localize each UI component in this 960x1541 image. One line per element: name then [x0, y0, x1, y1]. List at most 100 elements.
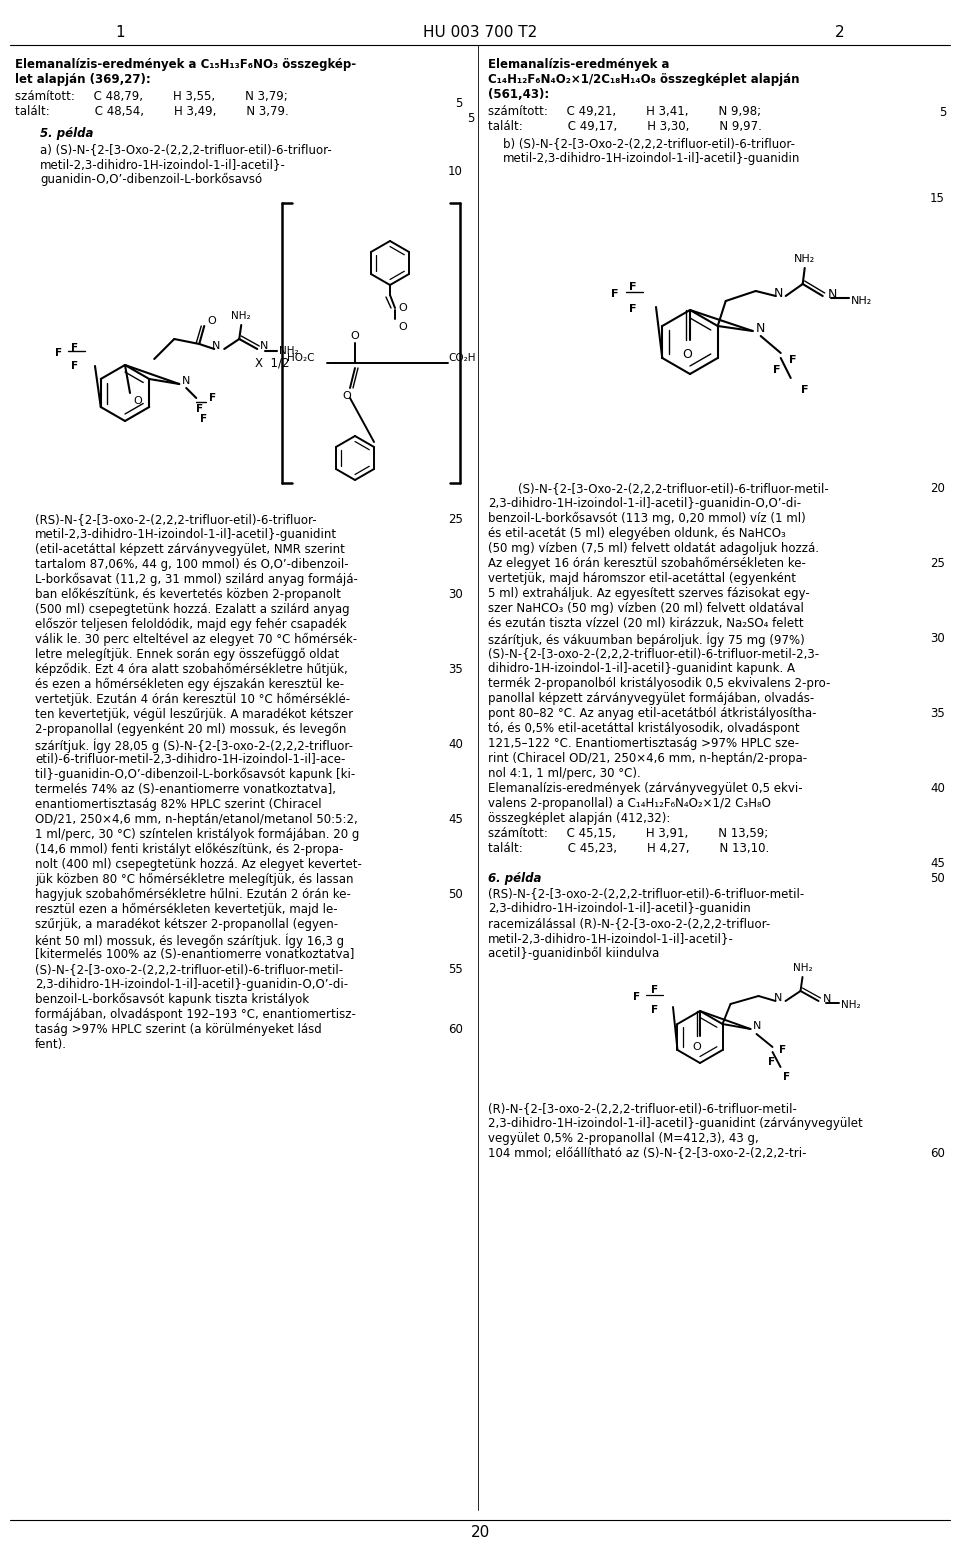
Text: 20: 20: [930, 482, 945, 495]
Text: metil-2,3-dihidro-1H-izoindol-1-il]-acetil}-guanidin: metil-2,3-dihidro-1H-izoindol-1-il]-acet…: [503, 153, 801, 165]
Text: ként 50 ml) mossuk, és levegőn szárítjuk. Így 16,3 g: ként 50 ml) mossuk, és levegőn szárítjuk…: [35, 932, 344, 948]
Text: resztül ezen a hőmérsékleten kevertetjük, majd le-: resztül ezen a hőmérsékleten kevertetjük…: [35, 903, 338, 917]
Text: F: F: [633, 992, 640, 1002]
Text: Elemanalízis-eredmények (zárványvegyület 0,5 ekvi-: Elemanalízis-eredmények (zárványvegyület…: [488, 781, 803, 795]
Text: N: N: [775, 992, 782, 1003]
Text: vegyület 0,5% 2-propanollal (M=412,3), 43 g,: vegyület 0,5% 2-propanollal (M=412,3), 4…: [488, 1133, 758, 1145]
Text: HU 003 700 T2: HU 003 700 T2: [422, 25, 538, 40]
Text: (etil-acetáttal képzett zárványvegyület, NMR szerint: (etil-acetáttal képzett zárványvegyület,…: [35, 542, 345, 556]
Text: (S)-N-{2-[3-Oxo-2-(2,2,2-trifluor-etil)-6-trifluor-metil-: (S)-N-{2-[3-Oxo-2-(2,2,2-trifluor-etil)-…: [488, 482, 828, 495]
Text: 5: 5: [939, 106, 946, 119]
Text: 60: 60: [930, 1147, 945, 1160]
Text: F: F: [652, 1005, 659, 1016]
Text: N: N: [753, 1022, 761, 1031]
Text: szárítjuk, és vákuumban bepároljuk. Így 75 mg (97%): szárítjuk, és vákuumban bepároljuk. Így …: [488, 632, 804, 647]
Text: 5. példa: 5. példa: [40, 126, 93, 140]
Text: til}-guanidin-O,O’-dibenzoil-L-borkősavsót kapunk [ki-: til}-guanidin-O,O’-dibenzoil-L-borkősavs…: [35, 767, 355, 781]
Text: számított:     C 45,15,        H 3,91,        N 13,59;: számított: C 45,15, H 3,91, N 13,59;: [488, 828, 768, 840]
Text: jük közben 80 °C hőmérsékletre melegítjük, és lassan: jük közben 80 °C hőmérsékletre melegítjü…: [35, 874, 353, 886]
Text: 40: 40: [930, 781, 945, 795]
Text: (RS)-N-{2-[3-oxo-2-(2,2,2-trifluor-etil)-6-trifluor-: (RS)-N-{2-[3-oxo-2-(2,2,2-trifluor-etil)…: [35, 513, 317, 525]
Text: 25: 25: [930, 556, 945, 570]
Text: N: N: [212, 341, 221, 351]
Text: talált:            C 45,23,        H 4,27,        N 13,10.: talált: C 45,23, H 4,27, N 13,10.: [488, 841, 769, 855]
Text: 6. példa: 6. példa: [488, 872, 541, 885]
Text: N: N: [756, 322, 765, 334]
Text: (S)-N-{2-[3-oxo-2-(2,2,2-trifluor-etil)-6-trifluor-metil-2,3-: (S)-N-{2-[3-oxo-2-(2,2,2-trifluor-etil)-…: [488, 647, 819, 660]
Text: 50: 50: [930, 872, 945, 885]
Text: O: O: [398, 322, 407, 331]
Text: F: F: [629, 282, 636, 291]
Text: Elemanalízis-eredmények a C₁₅H₁₃F₆NO₃ összegkép-: Elemanalízis-eredmények a C₁₅H₁₃F₆NO₃ ös…: [15, 59, 356, 71]
Text: NH₂: NH₂: [279, 347, 299, 356]
Text: összegképlet alapján (412,32):: összegképlet alapján (412,32):: [488, 812, 670, 824]
Text: 5: 5: [456, 97, 463, 109]
Text: benzoil-L-borkősavsót (113 mg, 0,20 mmol) víz (1 ml): benzoil-L-borkősavsót (113 mg, 0,20 mmol…: [488, 512, 805, 525]
Text: hagyjuk szobahőmérsékletre hűlni. Ezután 2 órán ke-: hagyjuk szobahőmérsékletre hűlni. Ezután…: [35, 888, 350, 901]
Text: O: O: [343, 391, 351, 401]
Text: 5: 5: [468, 112, 475, 125]
Text: termelés 74% az (S)-enantiomerre vonatkoztatva],: termelés 74% az (S)-enantiomerre vonatko…: [35, 783, 336, 797]
Text: racemizálással (R)-N-{2-[3-oxo-2-(2,2,2-trifluor-: racemizálással (R)-N-{2-[3-oxo-2-(2,2,2-…: [488, 917, 770, 931]
Text: 2,3-dihidro-1H-izoindol-1-il]-acetil}-guanidin: 2,3-dihidro-1H-izoindol-1-il]-acetil}-gu…: [488, 901, 751, 915]
Text: (R)-N-{2-[3-oxo-2-(2,2,2-trifluor-etil)-6-trifluor-metil-: (R)-N-{2-[3-oxo-2-(2,2,2-trifluor-etil)-…: [488, 1102, 797, 1116]
Text: C₁₄H₁₂F₆N₄O₂×1/2C₁₈H₁₄O₈ összegképlet alapján: C₁₄H₁₂F₆N₄O₂×1/2C₁₈H₁₄O₈ összegképlet al…: [488, 72, 800, 86]
Text: (500 ml) csepegtetünk hozzá. Ezalatt a szilárd anyag: (500 ml) csepegtetünk hozzá. Ezalatt a s…: [35, 603, 349, 616]
Text: 1 ml/perc, 30 °C) színtelen kristályok formájában. 20 g: 1 ml/perc, 30 °C) színtelen kristályok f…: [35, 828, 359, 841]
Text: CO₂H: CO₂H: [448, 353, 475, 364]
Text: F: F: [55, 348, 62, 358]
Text: b) (S)-N-{2-[3-Oxo-2-(2,2,2-trifluor-etil)-6-trifluor-: b) (S)-N-{2-[3-Oxo-2-(2,2,2-trifluor-eti…: [503, 137, 795, 149]
Text: NH₂: NH₂: [851, 296, 872, 307]
Text: 30: 30: [448, 589, 463, 601]
Text: vertetjük, majd háromszor etil-acetáttal (egyenként: vertetjük, majd háromszor etil-acetáttal…: [488, 572, 796, 586]
Text: Az elegyet 16 órán keresztül szobahőmérsékleten ke-: Az elegyet 16 órán keresztül szobahőmérs…: [488, 556, 805, 570]
Text: etil)-6-trifluor-metil-2,3-dihidro-1H-izoindol-1-il]-ace-: etil)-6-trifluor-metil-2,3-dihidro-1H-iz…: [35, 754, 346, 766]
Text: fent).: fent).: [35, 1039, 67, 1051]
Text: O: O: [398, 304, 407, 313]
Text: F: F: [779, 1045, 785, 1056]
Text: taság >97% HPLC szerint (a körülményeket lásd: taság >97% HPLC szerint (a körülményeket…: [35, 1023, 322, 1036]
Text: 25: 25: [448, 513, 463, 525]
Text: 60: 60: [448, 1023, 463, 1036]
Text: F: F: [773, 365, 780, 374]
Text: 121,5–122 °C. Enantiomertisztaság >97% HPLC sze-: 121,5–122 °C. Enantiomertisztaság >97% H…: [488, 737, 799, 750]
Text: letre melegítjük. Ennek során egy összefüggő oldat: letre melegítjük. Ennek során egy összef…: [35, 649, 339, 661]
Text: képződik. Ezt 4 óra alatt szobahőmérsékletre hűtjük,: képződik. Ezt 4 óra alatt szobahőmérsékl…: [35, 663, 348, 676]
Text: szer NaHCO₃ (50 mg) vízben (20 ml) felvett oldatával: szer NaHCO₃ (50 mg) vízben (20 ml) felve…: [488, 603, 804, 615]
Text: N: N: [774, 287, 783, 299]
Text: és etil-acetát (5 ml) elegyében oldunk, és NaHCO₃: és etil-acetát (5 ml) elegyében oldunk, …: [488, 527, 785, 539]
Text: tartalom 87,06%, 44 g, 100 mmol) és O,O’-dibenzoil-: tartalom 87,06%, 44 g, 100 mmol) és O,O’…: [35, 558, 348, 572]
Text: termék 2-propanolból kristályosodik 0,5 ekvivalens 2-pro-: termék 2-propanolból kristályosodik 0,5 …: [488, 676, 830, 690]
Text: F: F: [611, 290, 618, 299]
Text: F: F: [801, 385, 808, 394]
Text: O: O: [207, 316, 216, 327]
Text: F: F: [71, 361, 79, 371]
Text: benzoil-L-borkősavsót kapunk tiszta kristályok: benzoil-L-borkősavsót kapunk tiszta kris…: [35, 992, 309, 1006]
Text: F: F: [71, 344, 79, 353]
Text: N: N: [823, 994, 831, 1005]
Text: válik le. 30 perc elteltével az elegyet 70 °C hőmérsék-: válik le. 30 perc elteltével az elegyet …: [35, 633, 357, 646]
Text: F: F: [767, 1057, 775, 1066]
Text: formájában, olvadáspont 192–193 °C, enantiomertisz-: formájában, olvadáspont 192–193 °C, enan…: [35, 1008, 356, 1022]
Text: HO₂C: HO₂C: [287, 353, 315, 364]
Text: NH₂: NH₂: [794, 254, 815, 264]
Text: rint (Chiracel OD/21, 250×4,6 mm, n-heptán/2-propa-: rint (Chiracel OD/21, 250×4,6 mm, n-hept…: [488, 752, 807, 764]
Text: N: N: [260, 341, 269, 351]
Text: let alapján (369,27):: let alapján (369,27):: [15, 72, 151, 86]
Text: 1: 1: [115, 25, 125, 40]
Text: ban előkészítünk, és kevertetés közben 2-propanolt: ban előkészítünk, és kevertetés közben 2…: [35, 589, 341, 601]
Text: valens 2-propanollal) a C₁₄H₁₂F₆N₄O₂×1/2 C₃H₈O: valens 2-propanollal) a C₁₄H₁₂F₆N₄O₂×1/2…: [488, 797, 771, 811]
Text: enantiomertisztaság 82% HPLC szerint (Chiracel: enantiomertisztaság 82% HPLC szerint (Ch…: [35, 798, 322, 811]
Text: X  1/2: X 1/2: [255, 356, 290, 370]
Text: ten kevertetjük, végül leszűrjük. A maradékot kétszer: ten kevertetjük, végül leszűrjük. A mara…: [35, 707, 353, 721]
Text: 5 ml) extraháljuk. Az egyesített szerves fázisokat egy-: 5 ml) extraháljuk. Az egyesített szerves…: [488, 587, 809, 599]
Text: 45: 45: [448, 814, 463, 826]
Text: F: F: [629, 304, 636, 314]
Text: dihidro-1H-izoindol-1-il]-acetil}-guanidint kapunk. A: dihidro-1H-izoindol-1-il]-acetil}-guanid…: [488, 663, 795, 675]
Text: tó, és 0,5% etil-acetáttal kristályosodik, olvadáspont: tó, és 0,5% etil-acetáttal kristályosodi…: [488, 723, 800, 735]
Text: 2-propanollal (egyenként 20 ml) mossuk, és levegőn: 2-propanollal (egyenként 20 ml) mossuk, …: [35, 723, 347, 737]
Text: szűrjük, a maradékot kétszer 2-propanollal (egyen-: szűrjük, a maradékot kétszer 2-propanoll…: [35, 918, 338, 931]
Text: Elemanalízis-eredmények a: Elemanalízis-eredmények a: [488, 59, 669, 71]
Text: NH₂: NH₂: [793, 963, 812, 972]
Text: F: F: [789, 354, 796, 365]
